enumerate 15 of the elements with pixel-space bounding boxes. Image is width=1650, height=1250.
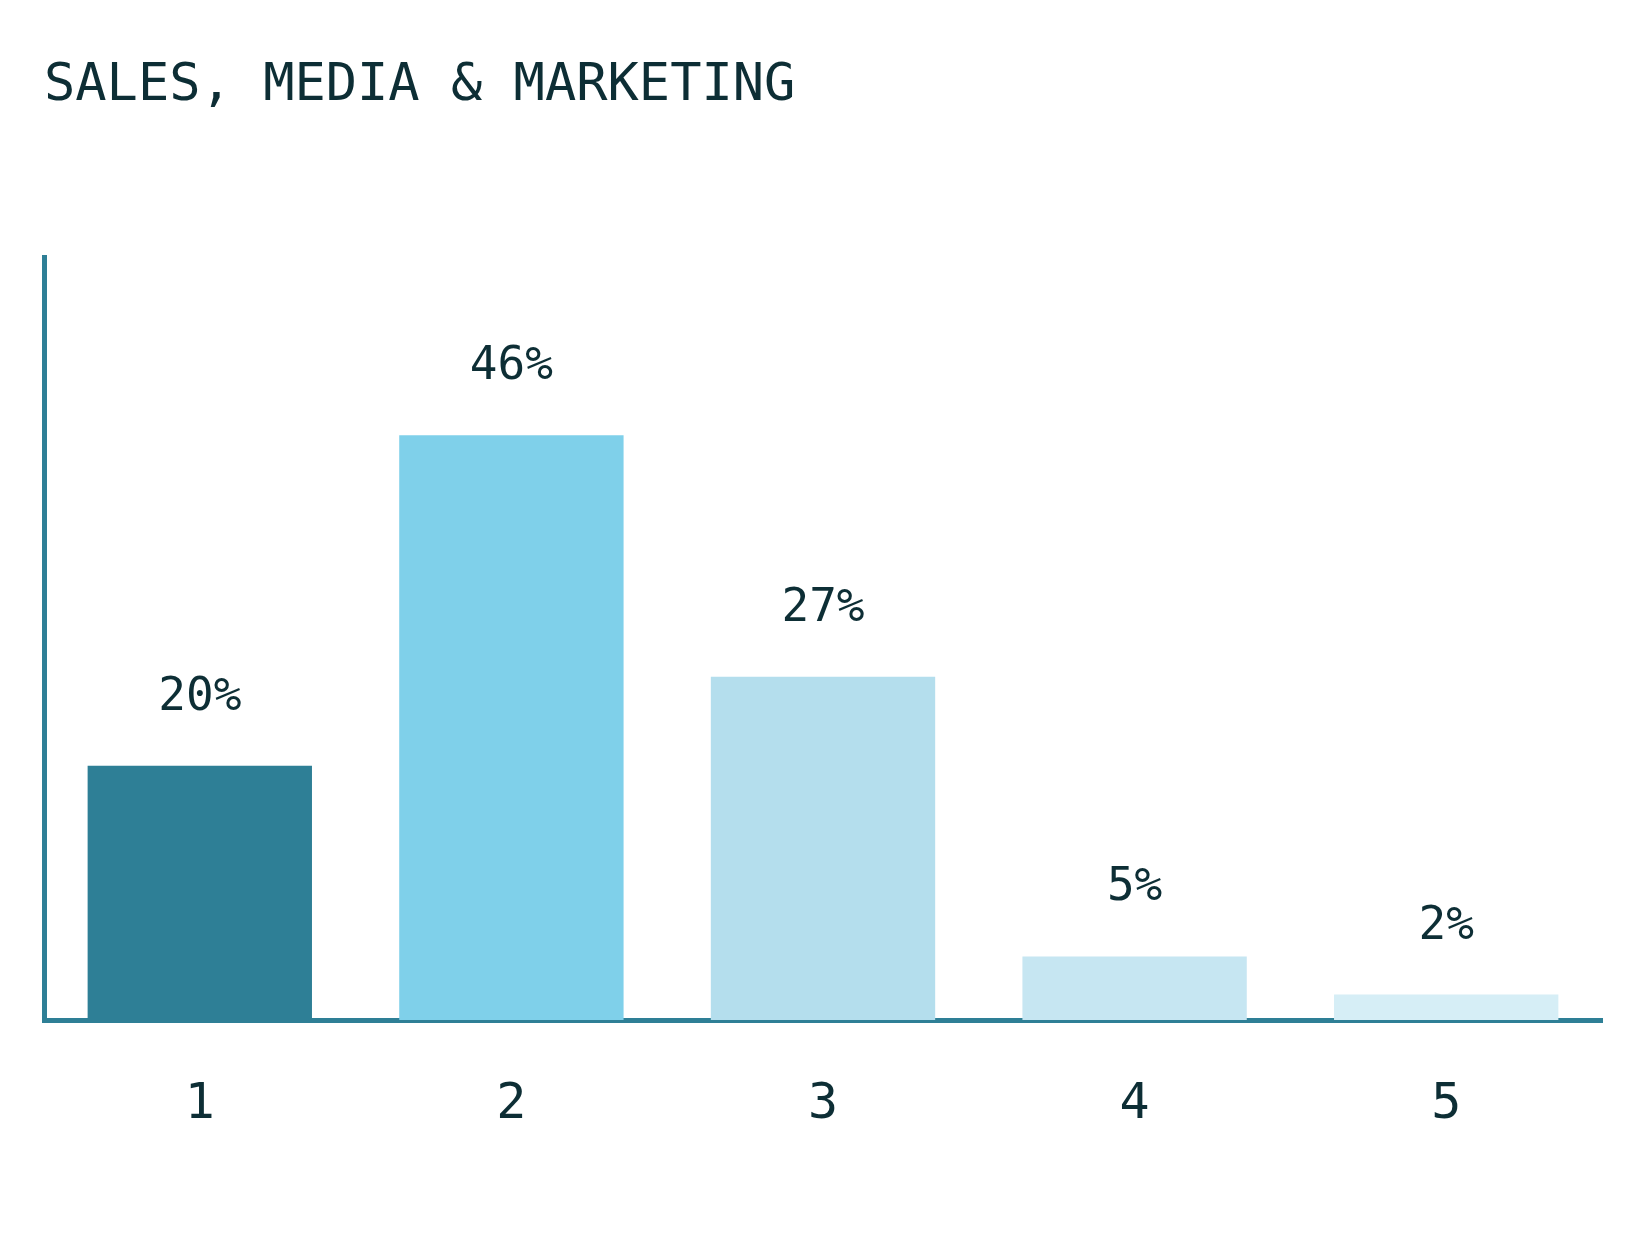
chart-title: SALES, MEDIA & MARKETING [44, 51, 796, 112]
bar [1334, 994, 1559, 1020]
bar [710, 676, 936, 1020]
bar [399, 435, 624, 1020]
bar [1022, 956, 1247, 1020]
x-tick-label: 1 [184, 1071, 215, 1130]
x-tick-label: 2 [496, 1071, 527, 1130]
x-tick-label: 3 [807, 1071, 839, 1130]
data-label: 46% [469, 336, 553, 391]
x-tick-label: 4 [1119, 1071, 1150, 1130]
data-label: 5% [1106, 857, 1163, 912]
data-label: 27% [781, 577, 865, 632]
x-tick-label: 5 [1431, 1071, 1462, 1130]
data-label: 2% [1418, 895, 1474, 950]
data-label: 20% [158, 666, 242, 721]
